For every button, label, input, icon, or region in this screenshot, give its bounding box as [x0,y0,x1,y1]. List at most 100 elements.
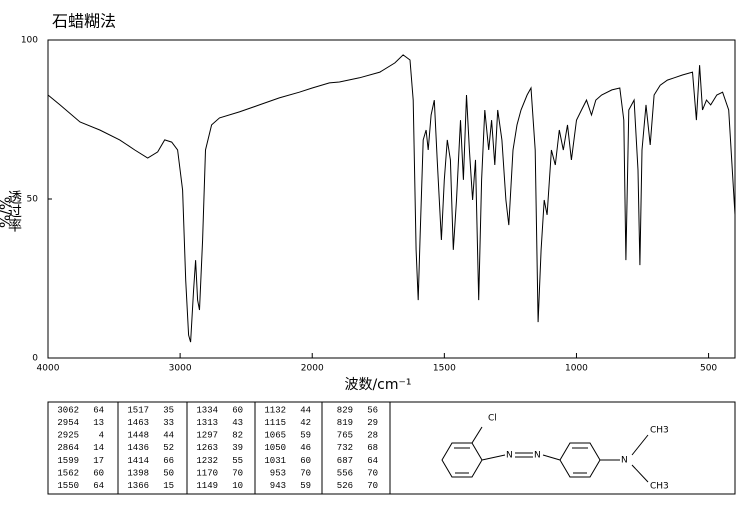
peak-wavenumber: 943 [270,481,286,491]
peak-transmittance: 35 [163,405,174,415]
peak-transmittance: 43 [232,418,243,428]
y-tick-label: 100 [21,36,38,46]
peak-transmittance: 50 [163,468,174,478]
peak-transmittance: 60 [300,456,311,466]
peak-transmittance: 70 [232,468,243,478]
atom-label: N [621,456,628,466]
peak-wavenumber: 1031 [264,456,286,466]
peak-wavenumber: 1550 [57,481,79,491]
peak-wavenumber: 829 [337,405,353,415]
table-frame [47,401,736,495]
peak-transmittance: 70 [367,481,378,491]
x-axis-label: 波数/cm⁻¹ [344,377,411,393]
peak-transmittance: 59 [300,431,311,441]
peak-wavenumber: 526 [337,481,353,491]
table-dividers [117,402,391,494]
peak-transmittance: 14 [93,443,104,453]
peak-wavenumber: 1398 [127,468,149,478]
peak-transmittance: 82 [232,431,243,441]
peak-wavenumber: 1562 [57,468,79,478]
y-tick-label: 0 [32,354,38,364]
x-tick-label: 500 [700,364,717,374]
atom-label: N [506,451,513,461]
peak-wavenumber: 1517 [127,405,149,415]
peak-transmittance: 66 [163,456,174,466]
peak-transmittance: 13 [93,418,104,428]
atom-label: CH3 [650,482,669,492]
peak-transmittance: 68 [367,443,378,453]
peak-wavenumber: 2925 [57,431,79,441]
peak-transmittance: 4 [99,431,104,441]
peak-transmittance: 70 [367,468,378,478]
peak-transmittance: 64 [93,405,104,415]
peak-transmittance: 70 [300,468,311,478]
peak-wavenumber: 1366 [127,481,149,491]
peak-wavenumber: 765 [337,431,353,441]
peak-wavenumber: 1414 [127,456,149,466]
peak-transmittance: 60 [232,405,243,415]
bond [631,434,649,456]
peak-wavenumber: 1313 [196,418,218,428]
y-axis-label: 透过率 [6,190,22,232]
peak-wavenumber: 732 [337,443,353,453]
peak-wavenumber: 1232 [196,456,218,466]
peak-wavenumber: 3062 [57,405,79,415]
peak-wavenumber: 1463 [127,418,149,428]
peak-wavenumber: 1132 [264,405,286,415]
peak-transmittance: 46 [300,443,311,453]
peak-transmittance: 56 [367,405,378,415]
peak-transmittance: 42 [300,418,311,428]
peak-transmittance: 60 [93,468,104,478]
peak-wavenumber: 1065 [264,431,286,441]
atom-label: CH3 [650,426,669,436]
bond [631,464,649,483]
peak-transmittance: 33 [163,418,174,428]
structure: Cl N N N CH3 CH3 [441,414,669,492]
bond [542,454,561,461]
y-tick-label: 50 [27,195,39,205]
peak-transmittance: 64 [367,456,378,466]
peak-transmittance: 59 [300,481,311,491]
peak-wavenumber: 1436 [127,443,149,453]
x-tick-label: 2000 [301,364,324,374]
chart-title: 石蜡糊法 [52,12,116,31]
peak-transmittance: 29 [367,418,378,428]
peak-wavenumber: 1115 [264,418,286,428]
y-axis-unit: %/% [0,197,14,228]
peak-wavenumber: 819 [337,418,353,428]
peak-wavenumber: 2864 [57,443,79,453]
peak-transmittance: 10 [232,481,243,491]
bond [481,454,506,461]
peak-wavenumber: 953 [270,468,286,478]
peak-transmittance: 52 [163,443,174,453]
peak-wavenumber: 1263 [196,443,218,453]
peak-transmittance: 15 [163,481,174,491]
peak-wavenumber: 1149 [196,481,218,491]
peak-transmittance: 17 [93,456,104,466]
x-tick-label: 1000 [565,364,588,374]
peak-transmittance: 28 [367,431,378,441]
peak-wavenumber: 1170 [196,468,218,478]
plot-frame [47,39,736,359]
peak-wavenumber: 556 [337,468,353,478]
peak-wavenumber: 1050 [264,443,286,453]
peak-wavenumber: 1297 [196,431,218,441]
peak-transmittance: 64 [93,481,104,491]
x-tick-label: 1500 [433,364,456,374]
bond [471,426,483,444]
x-tick-label: 3000 [169,364,192,374]
peak-transmittance: 55 [232,456,243,466]
peak-transmittance: 44 [300,405,311,415]
peak-wavenumber: 687 [337,456,353,466]
atom-label: Cl [488,414,497,424]
ring [559,442,601,478]
plot: 0 50 100 4000 3000 2000 1500 1000 500 [21,36,736,374]
spectrum-line [47,54,736,343]
peak-transmittance: 44 [163,431,174,441]
peak-wavenumber: 1599 [57,456,79,466]
peak-wavenumber: 1334 [196,405,218,415]
peak-wavenumber: 1448 [127,431,149,441]
peak-transmittance: 39 [232,443,243,453]
